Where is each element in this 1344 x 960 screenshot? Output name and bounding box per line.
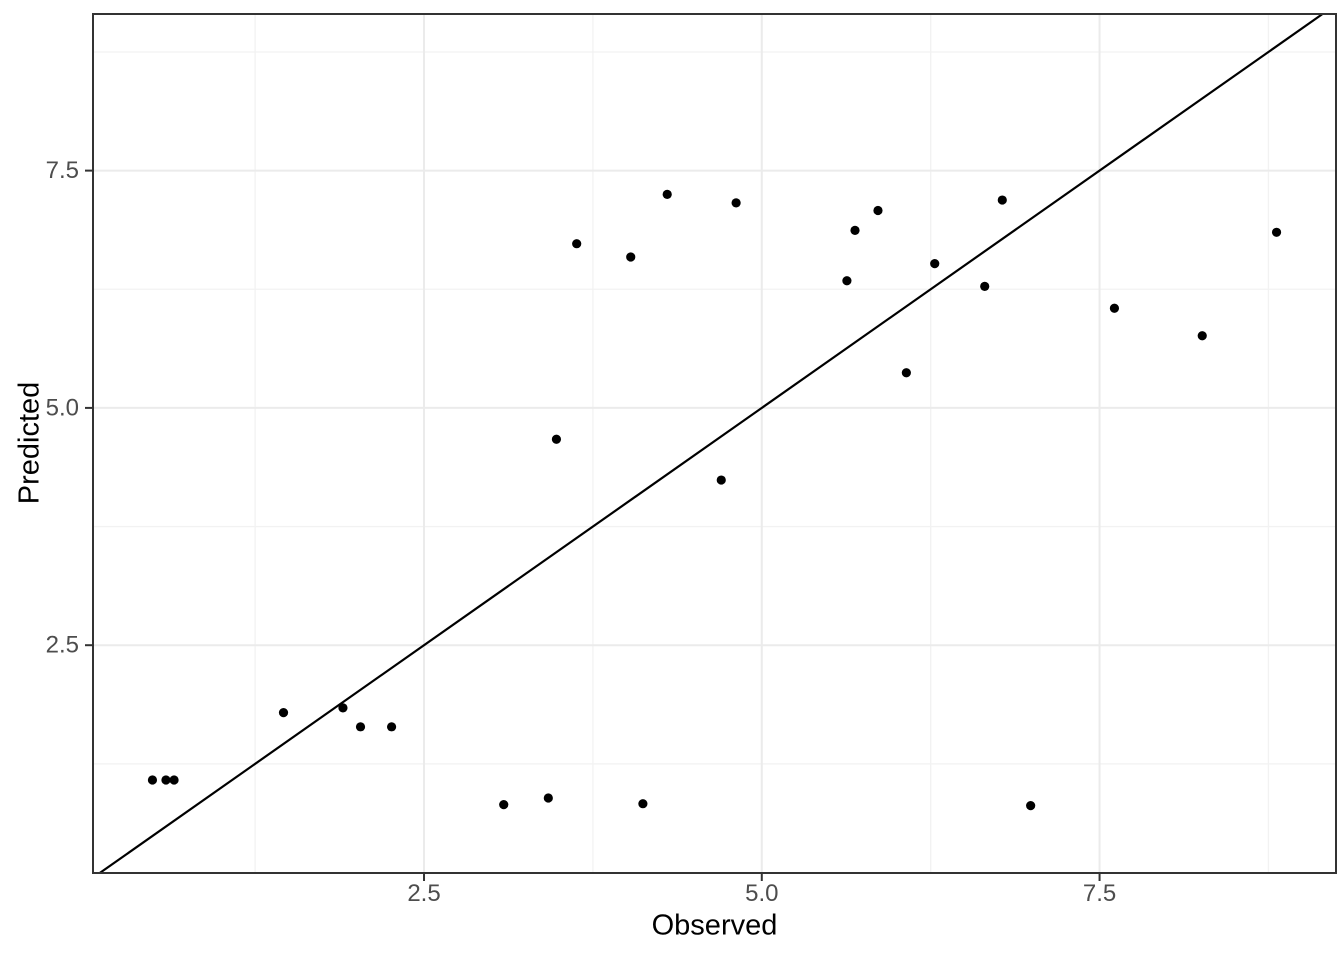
y-axis-title: Predicted <box>13 381 46 505</box>
data-point <box>850 225 860 236</box>
panel-border <box>92 13 1337 874</box>
data-point <box>147 775 158 785</box>
data-points-layer <box>147 189 1282 811</box>
axis-tick-labels: 2.5 5.0 7.5 2.5 5.0 7.5 <box>46 157 1117 907</box>
major-gridlines <box>93 14 1336 873</box>
data-point <box>731 198 741 208</box>
identity-line-layer <box>99 13 1324 874</box>
data-point <box>901 368 911 378</box>
data-point <box>499 800 509 810</box>
x-tick-label: 2.5 <box>407 880 440 907</box>
minor-gridlines <box>93 14 1336 873</box>
data-point <box>638 799 648 809</box>
data-point <box>873 205 883 216</box>
y-tick-label: 2.5 <box>46 632 79 659</box>
data-point <box>161 775 171 785</box>
x-tick-label: 5.0 <box>745 880 778 907</box>
axis-ticks <box>85 169 1101 881</box>
data-point <box>1197 331 1207 341</box>
data-point <box>930 259 940 269</box>
data-point <box>662 189 672 199</box>
data-point <box>338 703 348 713</box>
data-point <box>1271 227 1282 237</box>
data-point <box>169 775 179 785</box>
data-point <box>980 281 990 292</box>
data-point <box>1109 303 1120 313</box>
data-point <box>543 793 553 803</box>
x-tick-label: 7.5 <box>1083 880 1116 907</box>
y-tick-label: 5.0 <box>46 394 79 421</box>
data-point <box>842 276 852 286</box>
y-tick-label: 7.5 <box>46 157 79 184</box>
data-point <box>1026 801 1036 811</box>
data-point <box>551 434 562 444</box>
x-axis-title: Observed <box>651 909 778 942</box>
data-point <box>716 475 726 485</box>
data-point <box>355 722 366 732</box>
data-point <box>572 239 582 249</box>
data-point <box>626 252 636 262</box>
identity-line <box>99 13 1324 874</box>
data-point <box>386 722 397 732</box>
data-point <box>278 707 289 718</box>
data-point <box>997 195 1007 205</box>
